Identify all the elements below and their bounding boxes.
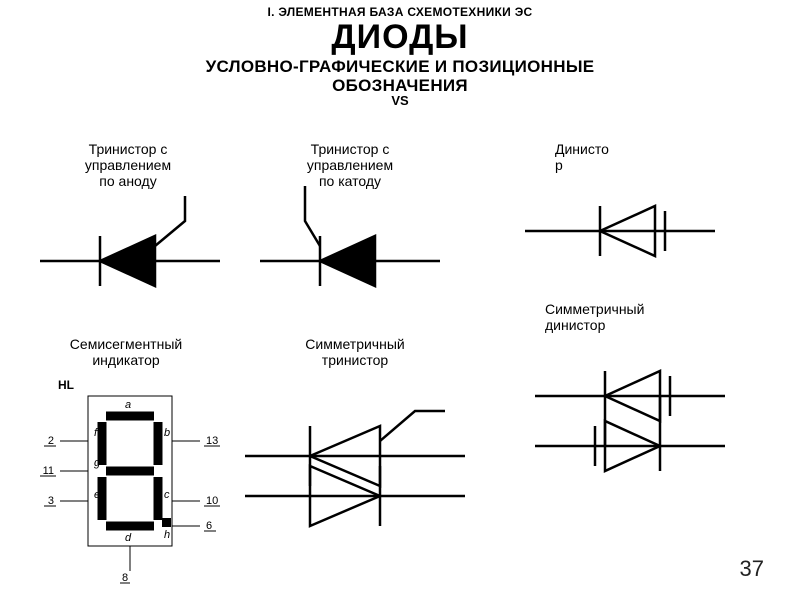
svg-text:10: 10 bbox=[206, 495, 218, 507]
page-number: 37 bbox=[740, 556, 764, 582]
header-title: ДИОДЫ bbox=[0, 18, 800, 57]
svg-text:8: 8 bbox=[122, 572, 128, 584]
header: I. ЭЛЕМЕНТНАЯ БАЗА СХЕМОТЕХНИКИ ЭС ДИОДЫ… bbox=[0, 6, 800, 109]
caption-dinistor: Динистор bbox=[555, 141, 655, 173]
header-sub1: УСЛОВНО-ГРАФИЧЕСКИЕ И ПОЗИЦИОННЫЕ bbox=[0, 57, 800, 77]
svg-text:h: h bbox=[164, 529, 170, 541]
svg-text:2: 2 bbox=[48, 435, 54, 447]
symbol-sevenseg: a f g e b c h d 2 11 3 13 10 6 8 bbox=[30, 386, 230, 586]
svg-text:d: d bbox=[125, 532, 132, 544]
svg-text:13: 13 bbox=[206, 435, 218, 447]
caption-trin-anode: Тринистор суправлениемпо аноду bbox=[58, 141, 198, 189]
svg-text:c: c bbox=[164, 489, 170, 501]
svg-text:g: g bbox=[94, 457, 101, 469]
svg-text:a: a bbox=[125, 399, 131, 411]
svg-text:11: 11 bbox=[43, 465, 54, 477]
symbol-dinistor bbox=[520, 171, 720, 281]
symbol-sym-trin bbox=[240, 376, 470, 546]
caption-sym-dinistor: Симметричныйдинистор bbox=[545, 301, 695, 333]
svg-text:b: b bbox=[164, 427, 170, 439]
svg-text:e: e bbox=[94, 489, 100, 501]
caption-sym-trin: Симметричныйтринистор bbox=[275, 336, 435, 368]
header-vs: VS bbox=[0, 94, 800, 109]
symbol-sym-dinistor bbox=[530, 336, 730, 496]
symbol-trin-cathode bbox=[255, 181, 445, 301]
symbol-trin-anode bbox=[35, 191, 225, 301]
page: I. ЭЛЕМЕНТНАЯ БАЗА СХЕМОТЕХНИКИ ЭС ДИОДЫ… bbox=[0, 6, 800, 600]
svg-text:3: 3 bbox=[48, 495, 54, 507]
svg-text:6: 6 bbox=[206, 520, 212, 532]
svg-text:f: f bbox=[94, 427, 98, 439]
caption-sevenseg: Семисегментныйиндикатор bbox=[46, 336, 206, 368]
